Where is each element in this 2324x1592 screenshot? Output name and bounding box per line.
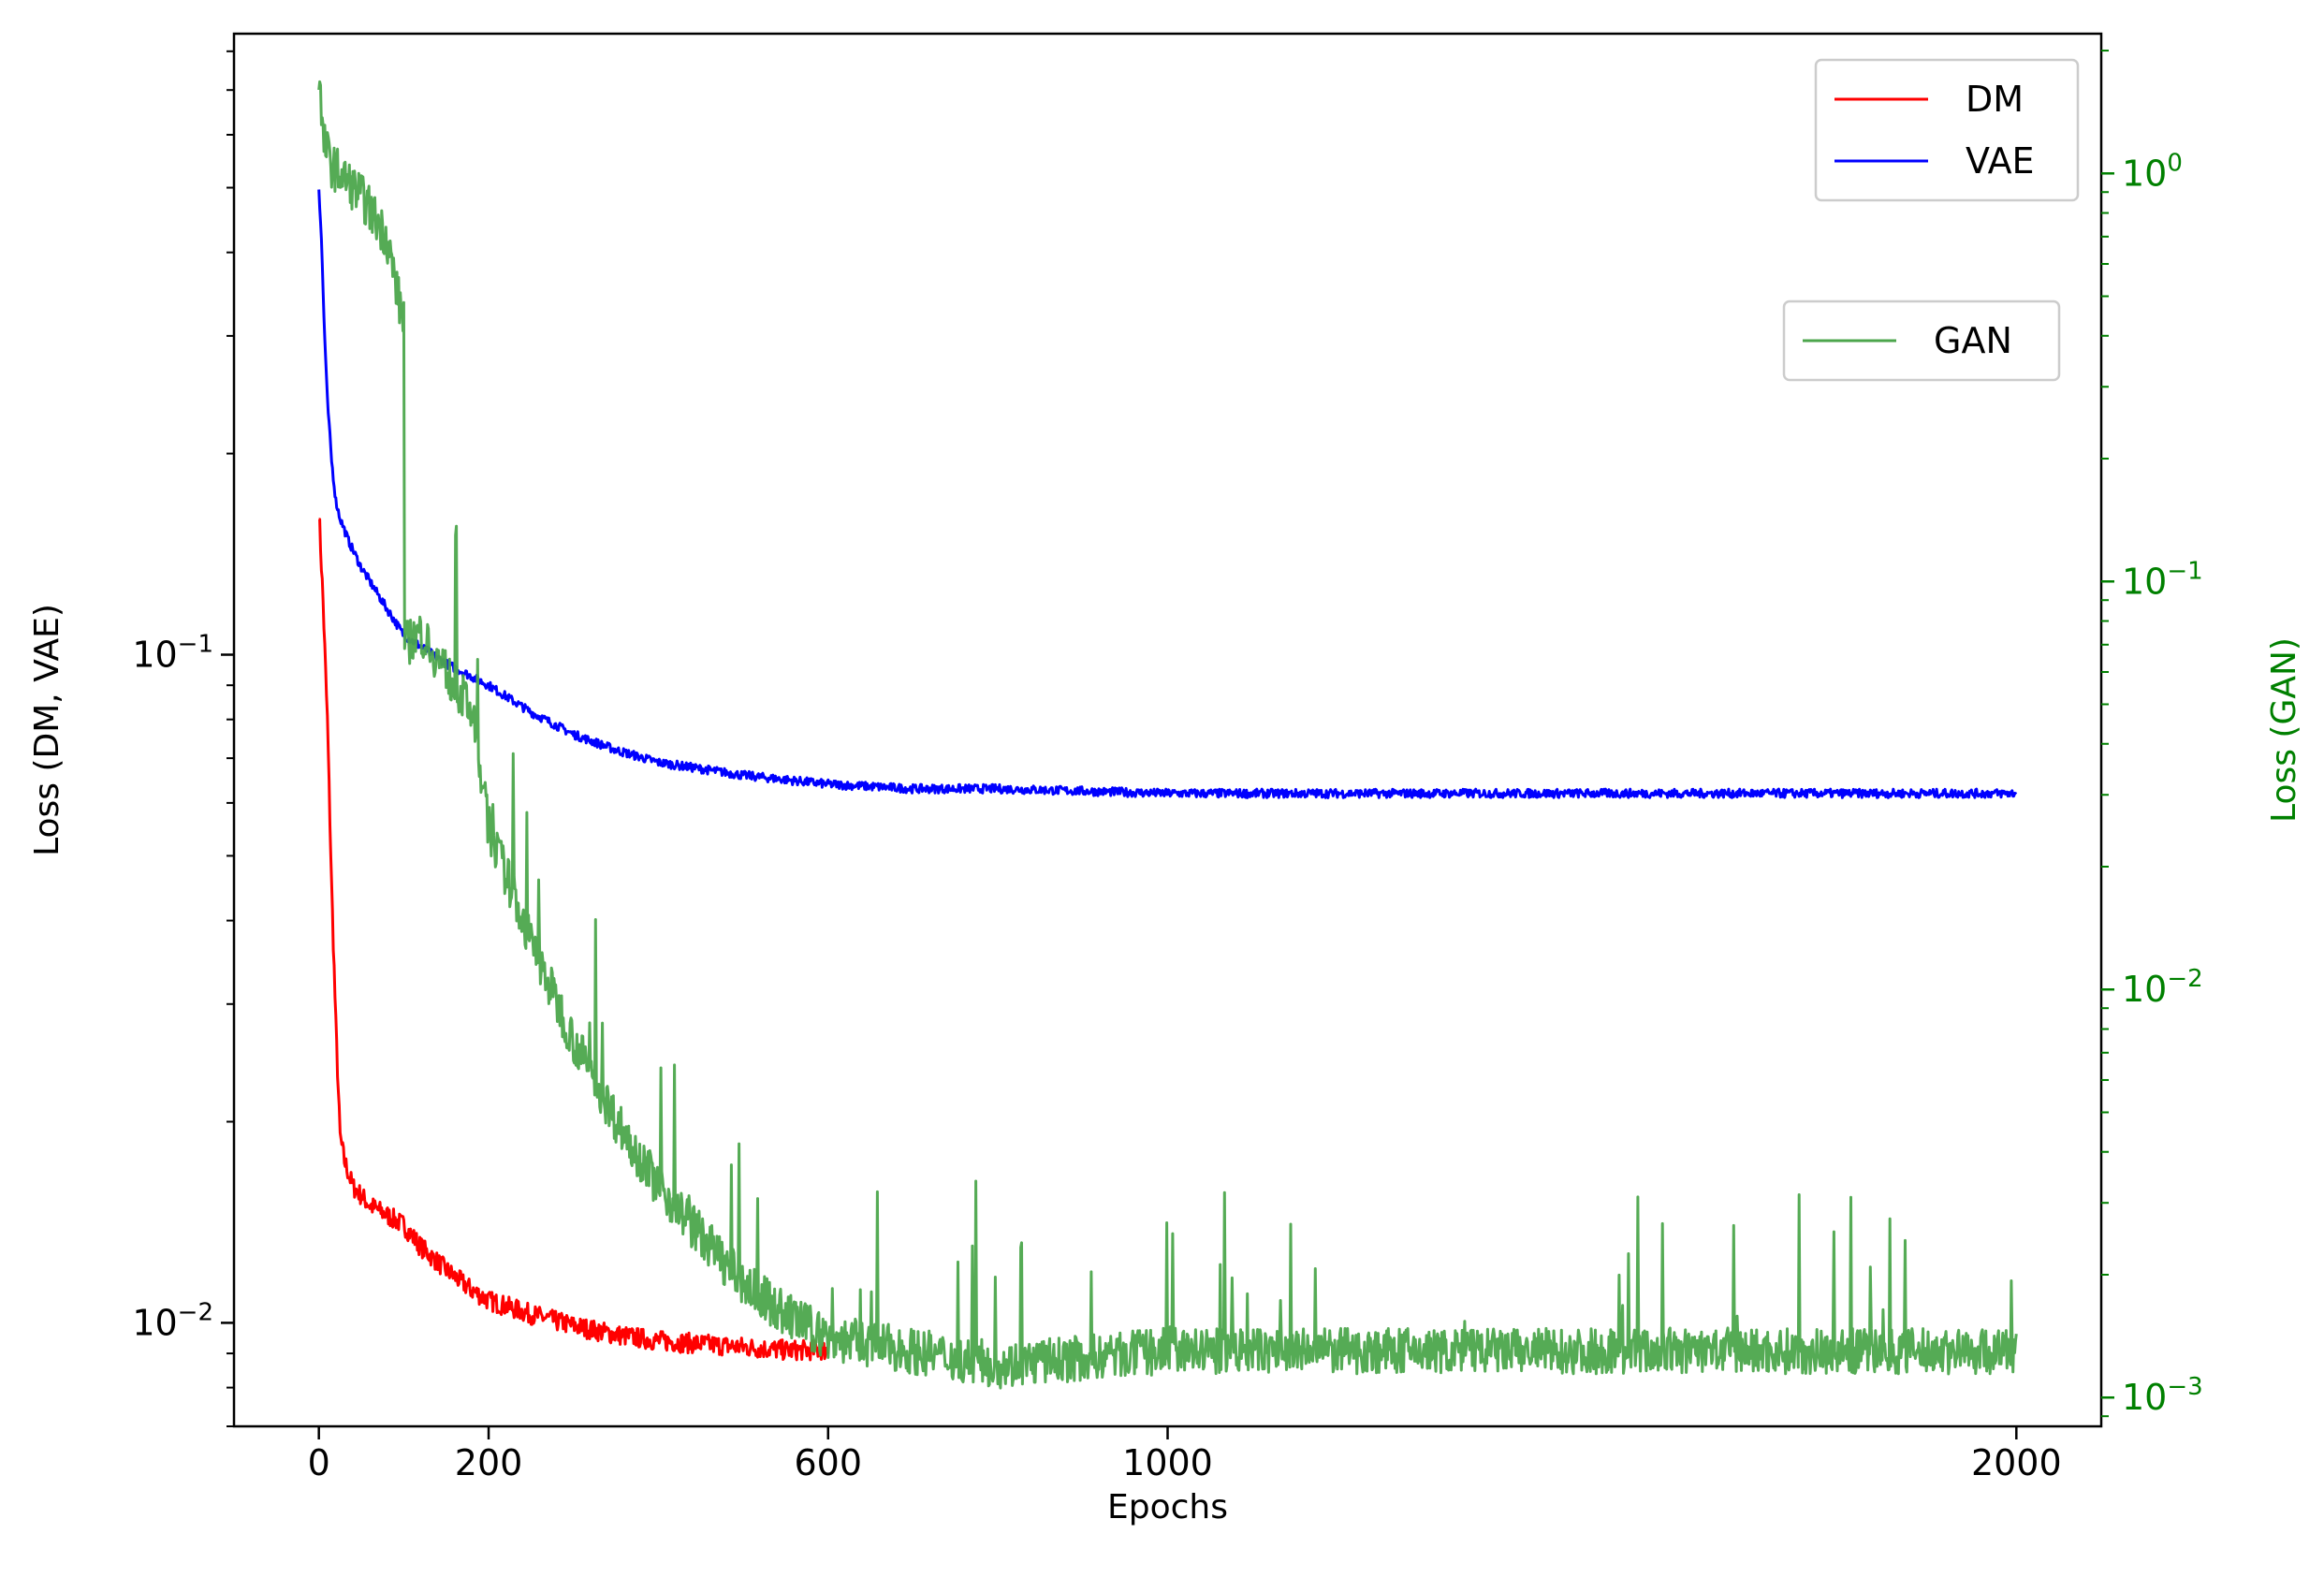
series-line-dm <box>318 518 830 1362</box>
right-tick-label: 100 <box>2122 149 2183 194</box>
series-line-gan <box>317 80 2018 1390</box>
legend-gan: GAN <box>1782 299 2061 382</box>
x-tick-label: 0 <box>308 1442 330 1483</box>
left-tick-label: 10−1 <box>132 631 213 676</box>
x-tick-label: 600 <box>795 1442 863 1483</box>
legend-label-gan: GAN <box>1934 320 2012 361</box>
series-line-vae <box>317 189 2018 799</box>
legend-box <box>1782 299 2061 382</box>
left-tick-label: 10−2 <box>132 1298 213 1343</box>
x-tick-label: 2000 <box>1971 1442 2062 1483</box>
x-axis-label: Epochs <box>1107 1488 1228 1526</box>
y-axis-right: 100 10−1 10−2 10−3 <box>2101 50 2203 1418</box>
y-axis-label-left: Loss (DM, VAE) <box>28 604 66 856</box>
x-tick-label: 1000 <box>1122 1442 1213 1483</box>
legend-box <box>1814 58 2080 202</box>
right-tick-label: 10−2 <box>2122 965 2203 1010</box>
x-axis: 0 200 600 1000 2000 <box>308 1426 2062 1483</box>
y-axis-left: 10−1 10−2 <box>132 50 234 1427</box>
y-axis-label-right: Loss (GAN) <box>2265 637 2303 823</box>
legend-dm-vae: DM VAE <box>1814 58 2080 202</box>
legend-label-vae: VAE <box>1966 140 2035 182</box>
right-tick-label: 10−3 <box>2122 1373 2203 1418</box>
series-layer <box>317 80 2018 1390</box>
legend-label-dm: DM <box>1966 79 2024 120</box>
plot-frame <box>232 32 2103 1428</box>
right-tick-label: 10−1 <box>2122 557 2203 602</box>
x-tick-label: 200 <box>455 1442 523 1483</box>
